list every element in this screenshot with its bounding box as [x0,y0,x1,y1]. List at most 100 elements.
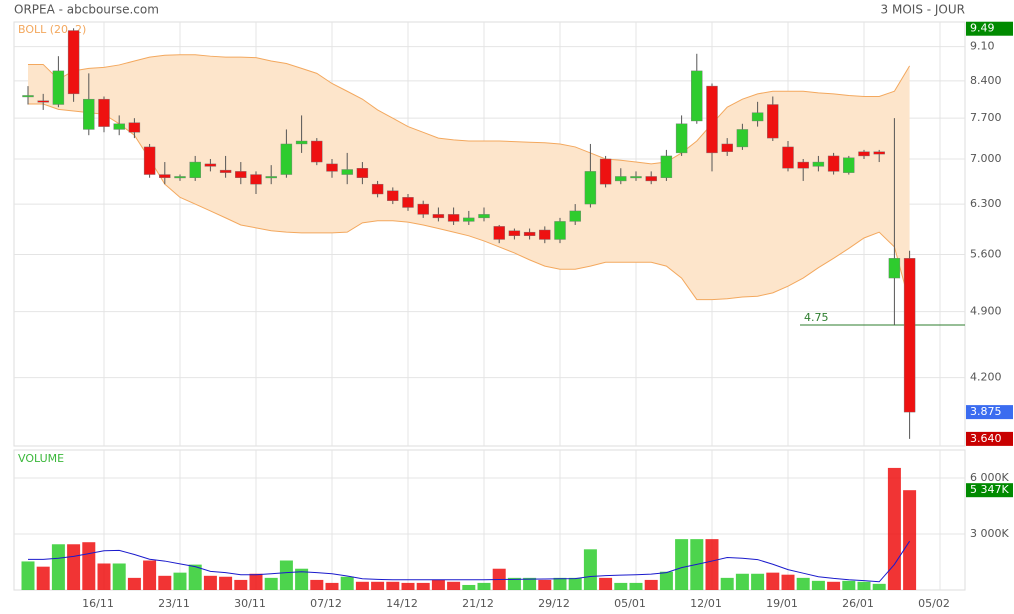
candle-body [736,129,749,148]
candle-body [539,229,551,240]
candle-body [584,171,597,205]
volume-bar [112,563,126,590]
chart-title: ORPEA - abcbourse.com [14,3,159,17]
candle-body [751,112,764,122]
volume-bar [310,579,324,590]
candle-body [113,123,125,130]
volume-bar [553,577,567,590]
volume-bar [781,574,795,590]
candle-body [67,30,80,95]
volume-bar [219,576,233,590]
candle-body [387,190,399,201]
candle-body [83,98,95,130]
volume-bar [659,571,673,590]
volume-bar [857,581,871,590]
price-marker-label: 9.49 [970,22,995,35]
volume-panel [13,449,966,591]
price-marker-box [966,21,1013,36]
volume-bar [51,544,65,590]
candle-body [250,174,262,185]
volume-bar [355,581,369,590]
volume-bar [766,572,780,590]
bollinger-lower [28,103,911,304]
candle-body [219,169,232,173]
candle-body [280,143,293,175]
y-tick-label: 8.400 [970,74,1002,87]
candle-body [52,70,65,105]
x-tick-label: 14/12 [386,597,418,610]
candle-body [22,95,34,98]
candle-body [721,143,733,152]
volume-bar [279,560,293,590]
candle-body [189,161,201,178]
candle-body [159,174,171,178]
candle-body [782,146,794,169]
candle-body [37,100,49,103]
volume-bar [340,576,354,590]
y-tick-label: 7.700 [970,111,1002,124]
candle-body [311,140,323,163]
volume-bar [143,560,157,590]
bollinger-band-fill [28,54,910,304]
candle-body [265,176,277,179]
candle-body [204,163,217,167]
x-tick-label: 05/02 [918,597,950,610]
x-tick-label: 07/12 [310,597,342,610]
volume-bar [583,549,597,590]
candle-body [447,214,460,222]
volume-bar [67,544,81,590]
candle-body [827,155,840,172]
volume-bar [249,573,263,590]
y-tick-label: 3 000K [970,527,1009,540]
volume-bar [431,579,445,590]
x-tick-label: 29/12 [538,597,570,610]
y-tick-label: 6 000K [970,471,1009,484]
volume-bar [264,577,278,590]
candle-body [797,161,809,169]
volume-bar [675,539,689,590]
volume-bar [325,582,339,590]
volume-bar [705,539,719,590]
volume-bar [462,584,476,590]
volume-bar [447,581,461,590]
candle-body [295,140,308,145]
volume-bar [158,575,172,590]
x-tick-label: 12/01 [690,597,722,610]
x-tick-label: 23/11 [158,597,190,610]
volume-bar [507,577,521,590]
price-panel [13,21,966,447]
candle-body [843,157,855,173]
candle-body [675,123,688,154]
volume-bar [796,577,810,590]
volume-bar [903,490,917,590]
volume-label: VOLUME [18,452,64,465]
candle-body [858,151,870,157]
y-tick-label: 6.300 [970,197,1002,210]
candle-body [645,176,657,182]
candle-body [463,217,475,222]
volume-bar [887,467,901,590]
volume-bar [203,575,217,590]
x-tick-label: 19/01 [766,597,798,610]
volume-bar [21,561,35,590]
chart-subtitle: 3 MOIS - JOUR [881,3,965,17]
candle-body [493,226,505,240]
volume-bar [416,582,430,590]
volume-bar [872,583,886,590]
x-tick-label: 26/01 [842,597,874,610]
volume-bar [614,582,628,590]
candle-body [432,214,445,219]
candle-body [660,155,673,178]
price-marker-box [966,405,1013,420]
volume-bar [827,581,841,590]
volume-bar [477,582,491,590]
candle-body [630,176,642,179]
volume-bar [568,577,582,590]
candle-body [371,183,384,195]
volume-bar [36,566,50,590]
volume-bar [811,580,825,590]
candle-body [174,176,186,179]
candle-body [417,203,429,215]
y-tick-label: 4.900 [970,305,1002,318]
